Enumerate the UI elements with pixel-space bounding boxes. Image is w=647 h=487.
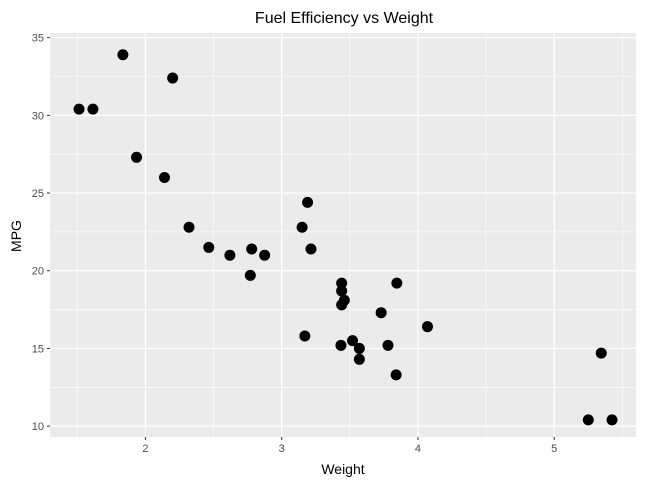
data-point <box>259 249 271 261</box>
data-point <box>390 369 402 381</box>
data-point <box>117 49 129 61</box>
data-point <box>131 151 143 163</box>
data-point <box>421 321 433 333</box>
x-tick-label: 4 <box>415 443 421 455</box>
y-tick-label: 25 <box>32 188 44 200</box>
y-axis-label: MPG <box>8 220 24 252</box>
y-tick-label: 35 <box>32 33 44 45</box>
x-axis-ticks: 2 3 4 5 <box>142 437 557 455</box>
data-point <box>606 414 618 426</box>
data-point <box>582 414 594 426</box>
data-point <box>296 221 308 233</box>
y-tick-label: 30 <box>32 110 44 122</box>
data-point <box>244 269 256 281</box>
data-point <box>353 353 365 365</box>
y-tick-label: 10 <box>32 421 44 433</box>
data-point <box>336 277 348 289</box>
x-axis-label: Weight <box>321 461 364 477</box>
y-axis-ticks: 10 15 20 25 30 35 <box>32 33 50 433</box>
data-point <box>224 249 236 261</box>
data-point <box>299 330 311 342</box>
data-point <box>246 243 258 255</box>
data-point <box>347 335 359 347</box>
data-point <box>203 241 215 253</box>
data-point <box>353 342 365 354</box>
x-tick-label: 3 <box>279 443 285 455</box>
data-points <box>73 49 618 426</box>
y-tick-label: 20 <box>32 266 44 278</box>
data-point <box>302 196 314 208</box>
data-point <box>305 243 317 255</box>
data-point <box>335 339 347 351</box>
data-point <box>336 285 348 297</box>
data-point <box>338 294 350 306</box>
minor-gridlines <box>50 33 636 437</box>
data-point <box>87 103 99 115</box>
data-point <box>73 103 85 115</box>
major-gridlines <box>50 33 636 437</box>
data-point <box>375 307 387 319</box>
data-point <box>183 221 195 233</box>
data-point <box>158 172 170 184</box>
x-tick-label: 5 <box>551 443 557 455</box>
plot-panel <box>50 33 636 437</box>
data-point <box>595 347 607 359</box>
chart-title: Fuel Efficiency vs Weight <box>255 10 434 27</box>
data-point <box>382 339 394 351</box>
data-point <box>391 277 403 289</box>
x-tick-label: 2 <box>142 443 148 455</box>
data-point <box>167 72 179 84</box>
y-tick-label: 15 <box>32 343 44 355</box>
